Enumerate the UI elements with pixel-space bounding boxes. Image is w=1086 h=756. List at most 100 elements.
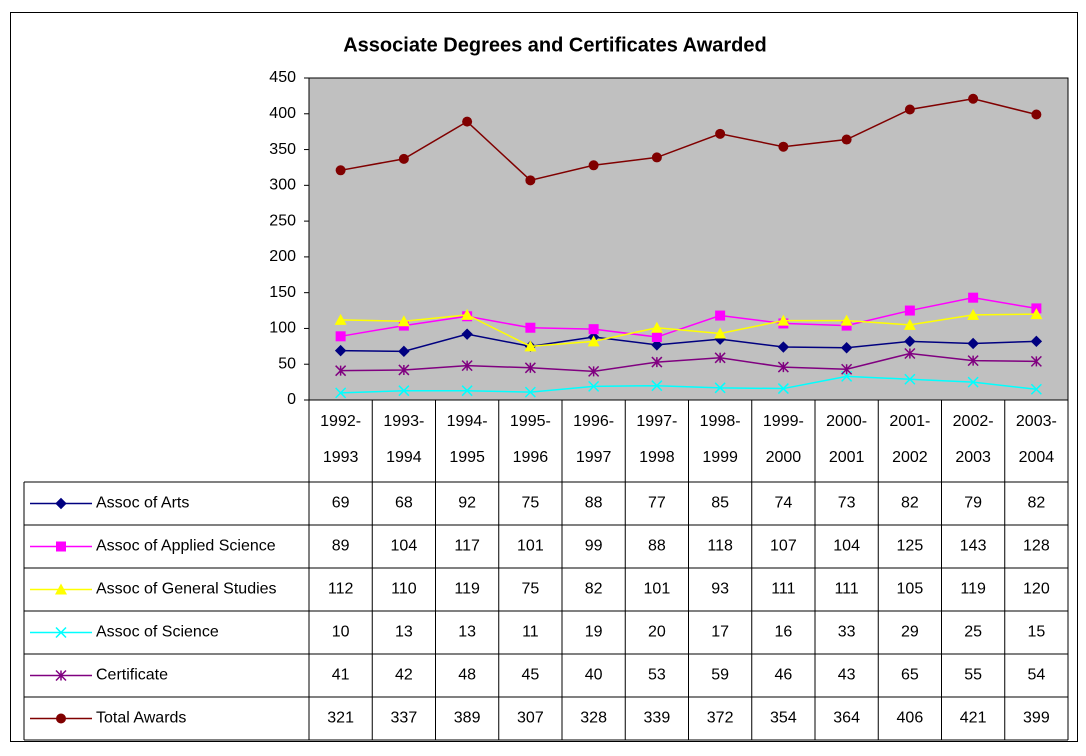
marker (715, 128, 726, 139)
table-value: 82 (585, 581, 603, 598)
table-value: 68 (395, 495, 413, 512)
marker (525, 322, 536, 333)
marker (651, 339, 663, 351)
table-value: 54 (1027, 667, 1045, 684)
marker (904, 335, 916, 348)
table-value: 88 (585, 495, 603, 512)
table-value: 79 (964, 495, 982, 512)
table-value: 11 (522, 624, 539, 641)
plot-area (308, 77, 1069, 401)
marker (397, 315, 410, 327)
marker (777, 361, 789, 373)
y-tick-label: 0 (287, 391, 296, 408)
series-line (340, 313, 1037, 348)
table-value: 111 (834, 581, 858, 598)
marker (715, 310, 726, 321)
table-value: 339 (644, 710, 671, 727)
marker (461, 308, 474, 320)
y-tick-label: 150 (269, 284, 296, 301)
marker (650, 321, 663, 333)
marker (1030, 335, 1043, 348)
table-value: 75 (521, 495, 539, 512)
chart-title: Associate Degrees and Certificates Award… (343, 34, 767, 56)
table-value: 20 (648, 624, 666, 641)
marker (335, 165, 346, 176)
table-value: 59 (711, 667, 729, 684)
marker (398, 153, 409, 164)
marker (56, 713, 66, 724)
marker (904, 373, 916, 385)
table-value: 110 (391, 581, 417, 598)
marker (904, 347, 916, 360)
marker (841, 363, 853, 375)
table-value: 117 (454, 538, 480, 555)
table-value: 19 (585, 624, 603, 641)
x-tick-label: 2003-2004 (1016, 413, 1057, 466)
series-line (340, 352, 1037, 373)
table-value: 13 (458, 624, 476, 641)
table-value: 43 (838, 667, 856, 684)
y-tick-label: 300 (269, 177, 296, 194)
marker (335, 365, 347, 377)
marker (714, 382, 726, 394)
y-tick-label: 200 (269, 248, 296, 265)
marker (588, 365, 600, 377)
marker (777, 341, 790, 353)
table-value: 82 (1027, 495, 1045, 512)
marker (968, 292, 979, 303)
legend-label: Assoc of General Studies (96, 581, 277, 598)
marker (967, 355, 979, 367)
x-tick-label: 1995-1996 (510, 413, 551, 466)
series-line (340, 375, 1037, 394)
marker (967, 376, 979, 388)
x-tick-label: 1999-2000 (763, 413, 804, 466)
table-value: 33 (838, 624, 856, 641)
table-value: 119 (454, 581, 480, 598)
x-tick-label: 1998-1999 (700, 413, 741, 466)
y-tick-label: 50 (278, 355, 296, 372)
series-line (340, 333, 1037, 353)
marker (55, 497, 67, 510)
marker (651, 380, 663, 392)
marker (55, 669, 67, 682)
table-value: 307 (517, 710, 544, 727)
marker (651, 152, 662, 163)
table-value: 69 (332, 495, 350, 512)
table-value: 92 (458, 495, 476, 512)
table-value: 101 (644, 581, 671, 598)
table-value: 112 (328, 581, 354, 598)
y-tick-label: 100 (269, 320, 296, 337)
table-value: 389 (454, 710, 481, 727)
table-value: 13 (395, 624, 413, 641)
table-value: 82 (901, 495, 919, 512)
table-value: 55 (964, 667, 982, 684)
y-tick-label: 250 (269, 212, 296, 229)
marker (56, 541, 66, 552)
marker (461, 328, 473, 340)
table-value: 74 (774, 495, 792, 512)
table-value: 77 (648, 495, 666, 512)
marker (714, 352, 726, 364)
series-line (340, 97, 1037, 182)
x-tick-label: 1996-1997 (573, 413, 614, 466)
table-value: 120 (1023, 581, 1050, 598)
marker (55, 583, 67, 595)
marker (398, 364, 410, 376)
marker (967, 308, 980, 320)
marker (524, 340, 537, 352)
table-value: 99 (585, 538, 603, 555)
legend-label: Assoc of Applied Science (96, 538, 276, 555)
x-tick-label: 1994-1995 (447, 413, 488, 466)
table-value: 17 (711, 624, 729, 641)
table-value: 53 (648, 667, 666, 684)
table-value: 41 (332, 667, 350, 684)
table-value: 143 (960, 538, 987, 555)
table-value: 399 (1023, 710, 1050, 727)
x-tick-label: 1992-1993 (320, 413, 361, 466)
x-tick-label: 2001-2002 (889, 413, 930, 466)
table-value: 16 (774, 624, 792, 641)
marker (335, 331, 346, 342)
marker (904, 104, 915, 115)
marker (398, 345, 410, 358)
